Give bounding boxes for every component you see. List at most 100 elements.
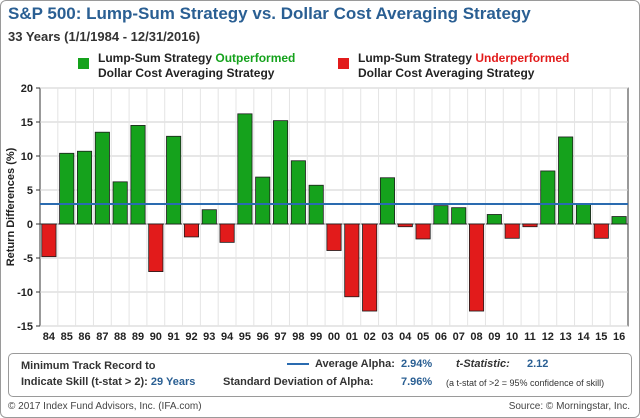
track-record-label-1: Minimum Track Record to: [21, 360, 156, 372]
chart-title: S&P 500: Lump-Sum Strategy vs. Dollar Co…: [8, 4, 531, 23]
bar-13: [558, 136, 574, 225]
x-tick-label: 13: [560, 331, 572, 343]
x-tick-label: 99: [310, 331, 322, 343]
bar-layer: [41, 113, 627, 312]
bar-06: [433, 205, 449, 225]
x-tick-label: 00: [328, 331, 340, 343]
legend-underperformed: Lump-Sum Strategy Underperformed Dollar …: [358, 51, 569, 81]
bar-11: [522, 223, 538, 228]
legend-underperformed-line2: Dollar Cost Averaging Strategy: [358, 66, 535, 80]
bar-05: [415, 223, 431, 240]
x-tick-label: 08: [470, 331, 482, 343]
summary-box: Minimum Track Record to Indicate Skill (…: [8, 353, 632, 397]
bar-07: [451, 207, 467, 225]
legend-underperformed-highlight: Underperformed: [475, 51, 570, 65]
y-tick-label: -15: [17, 321, 33, 333]
legend-underperformed-prefix: Lump-Sum Strategy: [358, 51, 476, 65]
x-tick-label: 95: [239, 331, 251, 343]
axis-layer: [36, 87, 628, 327]
x-tick-label: 92: [185, 331, 197, 343]
y-tick-label: -5: [23, 253, 33, 265]
sd-alpha-label: Standard Deviation of Alpha:: [223, 376, 374, 388]
y-tick-label: 15: [21, 117, 33, 129]
x-tick-label: 02: [364, 331, 376, 343]
x-tick-label: 90: [150, 331, 162, 343]
bar-91: [166, 135, 182, 225]
bar-08: [469, 223, 485, 312]
x-tick-label: 94: [221, 331, 234, 343]
sd-alpha-value: 7.96%: [401, 376, 433, 388]
bar-93: [201, 209, 217, 225]
x-tick-label: 84: [43, 331, 56, 343]
x-tick-label: 89: [132, 331, 144, 343]
footer-copyright: © 2017 Index Fund Advisors, Inc. (IFA.co…: [8, 401, 202, 412]
bar-95: [237, 113, 253, 225]
bar-02: [362, 223, 378, 312]
average-alpha-label: Average Alpha:: [315, 358, 395, 370]
x-tick-label: 09: [488, 331, 500, 343]
legend-outperformed-line2: Dollar Cost Averaging Strategy: [98, 66, 275, 80]
legend-swatch-underperformed: [338, 58, 349, 69]
bar-01: [344, 223, 360, 298]
bar-09: [486, 214, 502, 225]
bar-96: [255, 176, 271, 225]
bar-94: [219, 223, 235, 243]
y-tick-label: 0: [27, 219, 33, 231]
x-tick-label: 86: [78, 331, 90, 343]
x-tick-label: 04: [399, 331, 412, 343]
y-tick-label: -10: [17, 287, 33, 299]
t-statistic-label: t-Statistic:: [456, 358, 510, 370]
track-record-label-2-text: Indicate Skill (t-stat > 2):: [21, 376, 148, 388]
bar-03: [379, 177, 395, 225]
bar-89: [130, 125, 146, 225]
x-tick-label: 14: [577, 331, 590, 343]
bar-16: [611, 216, 627, 225]
bar-15: [593, 223, 609, 239]
average-alpha-value-wrap: 2.94%: [401, 358, 432, 370]
x-tick-label: 10: [506, 331, 518, 343]
bar-86: [77, 150, 93, 225]
x-tick-label: 07: [453, 331, 465, 343]
bar-14: [575, 203, 591, 225]
legend-outperformed-prefix: Lump-Sum Strategy: [98, 51, 216, 65]
y-tick-label: 10: [21, 151, 33, 163]
x-tick-label: 91: [168, 331, 180, 343]
t-statistic-value: 2.12: [527, 358, 549, 370]
bar-98: [290, 160, 306, 225]
t-stat-note: (a t-stat of >2 = 95% confidence of skil…: [446, 378, 605, 388]
grid-layer: [39, 87, 629, 327]
y-axis-label: Return Differences (%): [5, 147, 17, 266]
average-alpha: Average Alpha:: [315, 358, 395, 370]
x-tick-label: 96: [257, 331, 269, 343]
x-tick-label: 12: [542, 331, 554, 343]
sd-alpha-value-wrap: 7.96%: [401, 376, 432, 388]
y-tick-label: 5: [27, 185, 33, 197]
x-tick-label: 03: [381, 331, 393, 343]
y-tick-label: 20: [21, 83, 33, 95]
average-alpha-value: 2.94%: [401, 358, 433, 370]
bar-85: [59, 152, 75, 225]
t-statistic-value-wrap: 2.12: [527, 358, 548, 370]
bar-88: [112, 181, 128, 225]
x-tick-label: 01: [346, 331, 358, 343]
x-tick-label: 97: [274, 331, 286, 343]
bar-00: [326, 223, 342, 251]
bar-87: [94, 131, 110, 225]
x-tick-label: 98: [292, 331, 304, 343]
x-tick-label: 16: [613, 331, 625, 343]
x-tick-label: 11: [524, 331, 536, 343]
bar-12: [540, 170, 556, 225]
x-tick-label: 15: [595, 331, 607, 343]
bar-90: [148, 223, 164, 272]
bar-84: [41, 223, 57, 258]
legend-swatch-outperformed: [78, 58, 89, 69]
x-tick-label: 05: [417, 331, 429, 343]
track-record-value: 29 Years: [150, 376, 196, 388]
x-tick-label: 88: [114, 331, 126, 343]
average-line-sample: [287, 363, 309, 365]
bar-10: [504, 223, 520, 239]
bar-97: [273, 120, 289, 225]
footer-source: Source: © Morningstar, Inc.: [508, 401, 630, 412]
